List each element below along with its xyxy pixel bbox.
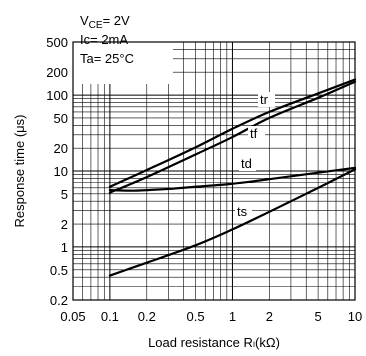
series-label-tf: tf [250,126,258,141]
series-label-tr: tr [260,92,269,107]
series-curve-td [108,166,357,192]
condition-ta: Ta= 25°C [80,51,134,66]
plot-frame [72,41,356,301]
series-label-bg [248,126,265,141]
series-label-bg [235,204,252,219]
series-label-td: td [241,156,252,171]
y-tick-label: 10 [54,164,68,179]
grid-lines [72,41,356,301]
y-tick-label: 2 [61,217,68,232]
x-tick-label: 1 [229,309,236,324]
x-tick-label: 5 [314,309,321,324]
x-tick-label: 10 [348,309,362,324]
x-tick-label: 0.05 [60,309,85,324]
series-label-ts: ts [237,204,248,219]
x-tick-label: 0.2 [138,309,156,324]
series-curve-tr [108,78,357,188]
condition-vce-prefix: V [80,13,89,28]
condition-vce-value: = 2V [103,13,130,28]
x-axis-title: Load resistance Rₗ(kΩ) [148,335,280,350]
y-tick-label: 0.2 [50,293,68,308]
series-curve-tf [108,80,357,194]
conditions-box [73,42,173,84]
y-tick-label: 50 [54,111,68,126]
x-tick-label: 0.5 [187,309,205,324]
series-label-bg [258,92,275,107]
x-tick-label: 2 [266,309,273,324]
condition-vce-subscript: CE [89,20,103,31]
condition-ic: Ic= 2mA [80,32,128,47]
y-tick-label: 1 [61,240,68,255]
tick-labels: 0.05 0.1 0.2 0.5 1 2 5 10 0.2 0.5 1 2 5 10 20 50 100 200 5… [46,35,362,324]
y-axis-title: Response time (μs) [12,115,27,228]
y-tick-label: 5 [61,187,68,202]
series-curve-ts [108,168,357,277]
series-label-bg [239,156,256,171]
conditions-text: VCE= 2V Ic= 2mA Ta= 25°C [80,13,134,66]
condition-vce: VCE= 2V [80,13,130,31]
x-tick-label: 0.1 [101,309,119,324]
y-tick-label: 200 [46,65,68,80]
series-curves [108,78,357,277]
y-tick-label: 0.5 [50,263,68,278]
series-labels: tr tf td ts [235,92,275,219]
y-tick-label: 100 [46,88,68,103]
y-tick-label: 20 [54,141,68,156]
y-tick-label: 500 [46,35,68,50]
